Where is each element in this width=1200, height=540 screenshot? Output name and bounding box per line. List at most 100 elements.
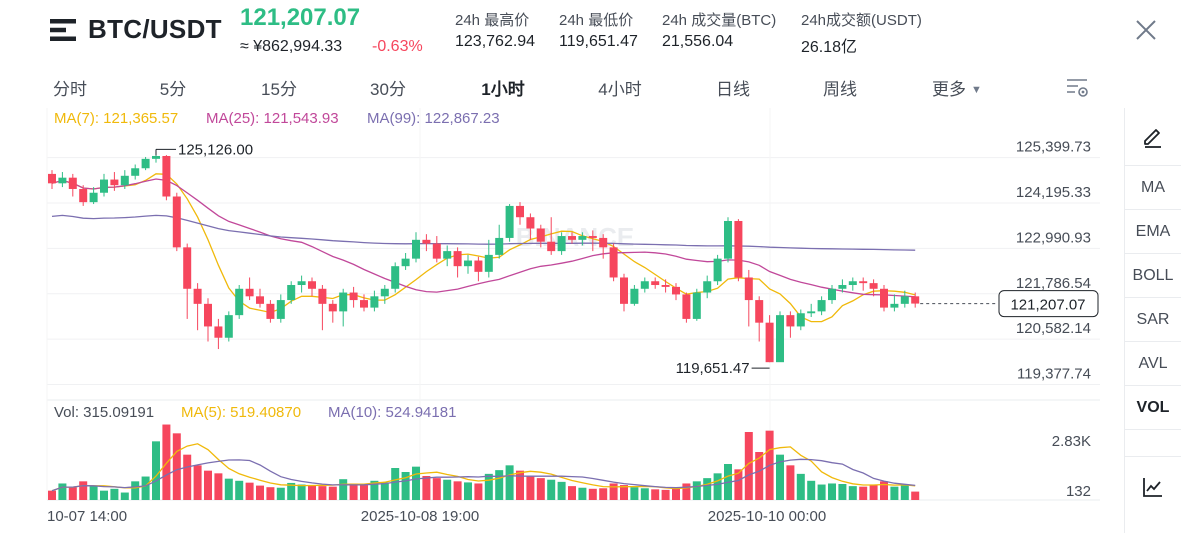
indicator-ma[interactable]: MA xyxy=(1125,166,1181,210)
legend-vol-ma5: MA(5): 519.40870 xyxy=(181,404,302,421)
volume-bar xyxy=(890,486,899,500)
candle-body xyxy=(848,281,857,286)
chart-grid xyxy=(46,108,1100,501)
candle-body xyxy=(890,303,899,308)
candle-body xyxy=(588,236,597,238)
tab-weekly[interactable]: 周线 xyxy=(823,75,857,100)
volume-bar xyxy=(68,487,77,500)
volume-bar xyxy=(692,481,701,500)
candle-body xyxy=(703,281,712,293)
tab-daily[interactable]: 日线 xyxy=(716,75,750,100)
candle-body xyxy=(318,288,327,304)
close-icon[interactable] xyxy=(1132,16,1160,44)
volume-bar xyxy=(547,479,556,500)
candle-body xyxy=(422,239,431,244)
volume-bar xyxy=(880,481,888,500)
tab-label: 30分 xyxy=(370,80,406,99)
volume-bars xyxy=(48,424,920,500)
candle-body xyxy=(100,179,108,193)
volume-bar xyxy=(79,481,88,500)
candle-body xyxy=(276,300,285,319)
candle-body xyxy=(620,277,628,304)
volume-bar xyxy=(568,486,576,500)
indicator-vol[interactable]: VOL xyxy=(1125,386,1181,430)
candle-body xyxy=(162,155,171,197)
chart-type-button[interactable] xyxy=(1125,456,1181,516)
indicator-label: AVL xyxy=(1138,355,1168,372)
volume-bar xyxy=(630,487,639,500)
tab-15m[interactable]: 15分 xyxy=(261,75,297,100)
volume-bar xyxy=(703,478,712,500)
volume-bar xyxy=(526,476,535,500)
time-tick-label: 2025-10-10 00:00 xyxy=(708,508,826,525)
tab-5m[interactable]: 5分 xyxy=(160,75,186,100)
ma99-line xyxy=(51,214,916,251)
draw-tool-button[interactable] xyxy=(1125,108,1181,166)
menu-lines-icon[interactable] xyxy=(50,18,76,42)
tab-more[interactable]: 更多 ▼ xyxy=(932,75,982,100)
volume-bar xyxy=(848,486,857,500)
candle-body xyxy=(630,288,639,304)
candle-body xyxy=(339,292,348,312)
candle-body xyxy=(328,303,337,312)
tab-label: 1小时 xyxy=(481,80,525,99)
candle-body xyxy=(297,281,306,286)
volume-bar xyxy=(256,485,264,500)
candles xyxy=(48,149,920,363)
tab-time-line[interactable]: 分时 xyxy=(53,75,87,100)
volume-bar xyxy=(120,492,129,500)
volume-bar xyxy=(297,484,306,500)
candle-body xyxy=(464,260,472,267)
volume-bar xyxy=(516,470,524,500)
candle-body xyxy=(401,258,410,267)
volume-bar xyxy=(193,465,202,500)
volume-bar xyxy=(900,485,909,500)
candle-body xyxy=(776,315,784,363)
tab-4h[interactable]: 4小时 xyxy=(598,75,641,100)
volume-bar xyxy=(651,489,660,500)
candle-body xyxy=(755,300,764,323)
candle-body xyxy=(765,322,774,363)
volume-tick-label: 2.83K xyxy=(1052,433,1091,450)
candle-body xyxy=(235,288,244,316)
volume-bar xyxy=(828,483,836,500)
current-price-box xyxy=(998,290,1099,318)
indicator-ema[interactable]: EMA xyxy=(1125,210,1181,254)
legend-ma25: MA(25): 121,543.93 xyxy=(206,110,339,127)
indicator-sar[interactable]: SAR xyxy=(1125,298,1181,342)
ma25-line xyxy=(51,178,916,298)
stat-value-24h-turnover: 26.18亿 xyxy=(801,39,858,56)
tab-30m[interactable]: 30分 xyxy=(370,75,406,100)
candle-body xyxy=(48,173,56,184)
candle-body xyxy=(308,281,316,289)
candle-body xyxy=(58,177,67,184)
volume-bar xyxy=(183,454,192,500)
candle-body xyxy=(640,281,649,289)
volume-bar xyxy=(401,472,410,500)
candle-body xyxy=(817,300,826,312)
volume-bar xyxy=(110,488,119,500)
indicator-avl[interactable]: AVL xyxy=(1125,342,1181,386)
candle-body xyxy=(443,251,452,259)
volume-bar xyxy=(817,484,826,500)
tab-1h[interactable]: 1小时 xyxy=(481,75,524,100)
candle-body xyxy=(713,258,722,282)
candle-body xyxy=(412,239,420,259)
price-tick-label: 125,399.73 xyxy=(1016,139,1091,156)
chart-settings-icon[interactable] xyxy=(1064,74,1090,100)
indicator-toolbar: MA EMA BOLL SAR AVL VOL xyxy=(1124,108,1181,533)
candle-body xyxy=(796,313,805,327)
volume-bar xyxy=(152,441,160,500)
vol-ma5-line xyxy=(51,443,916,492)
tab-label: 4小时 xyxy=(598,80,642,99)
candle-body xyxy=(204,303,212,327)
candle-body xyxy=(859,281,868,284)
volume-bar xyxy=(661,489,670,500)
candle-body xyxy=(391,266,400,289)
stat-value-24h-low: 119,651.47 xyxy=(559,33,638,50)
stat-label-24h-turnover: 24h成交额(USDT) xyxy=(801,12,922,29)
volume-bar xyxy=(214,473,223,500)
candle-body xyxy=(900,296,909,304)
indicator-boll[interactable]: BOLL xyxy=(1125,254,1181,298)
